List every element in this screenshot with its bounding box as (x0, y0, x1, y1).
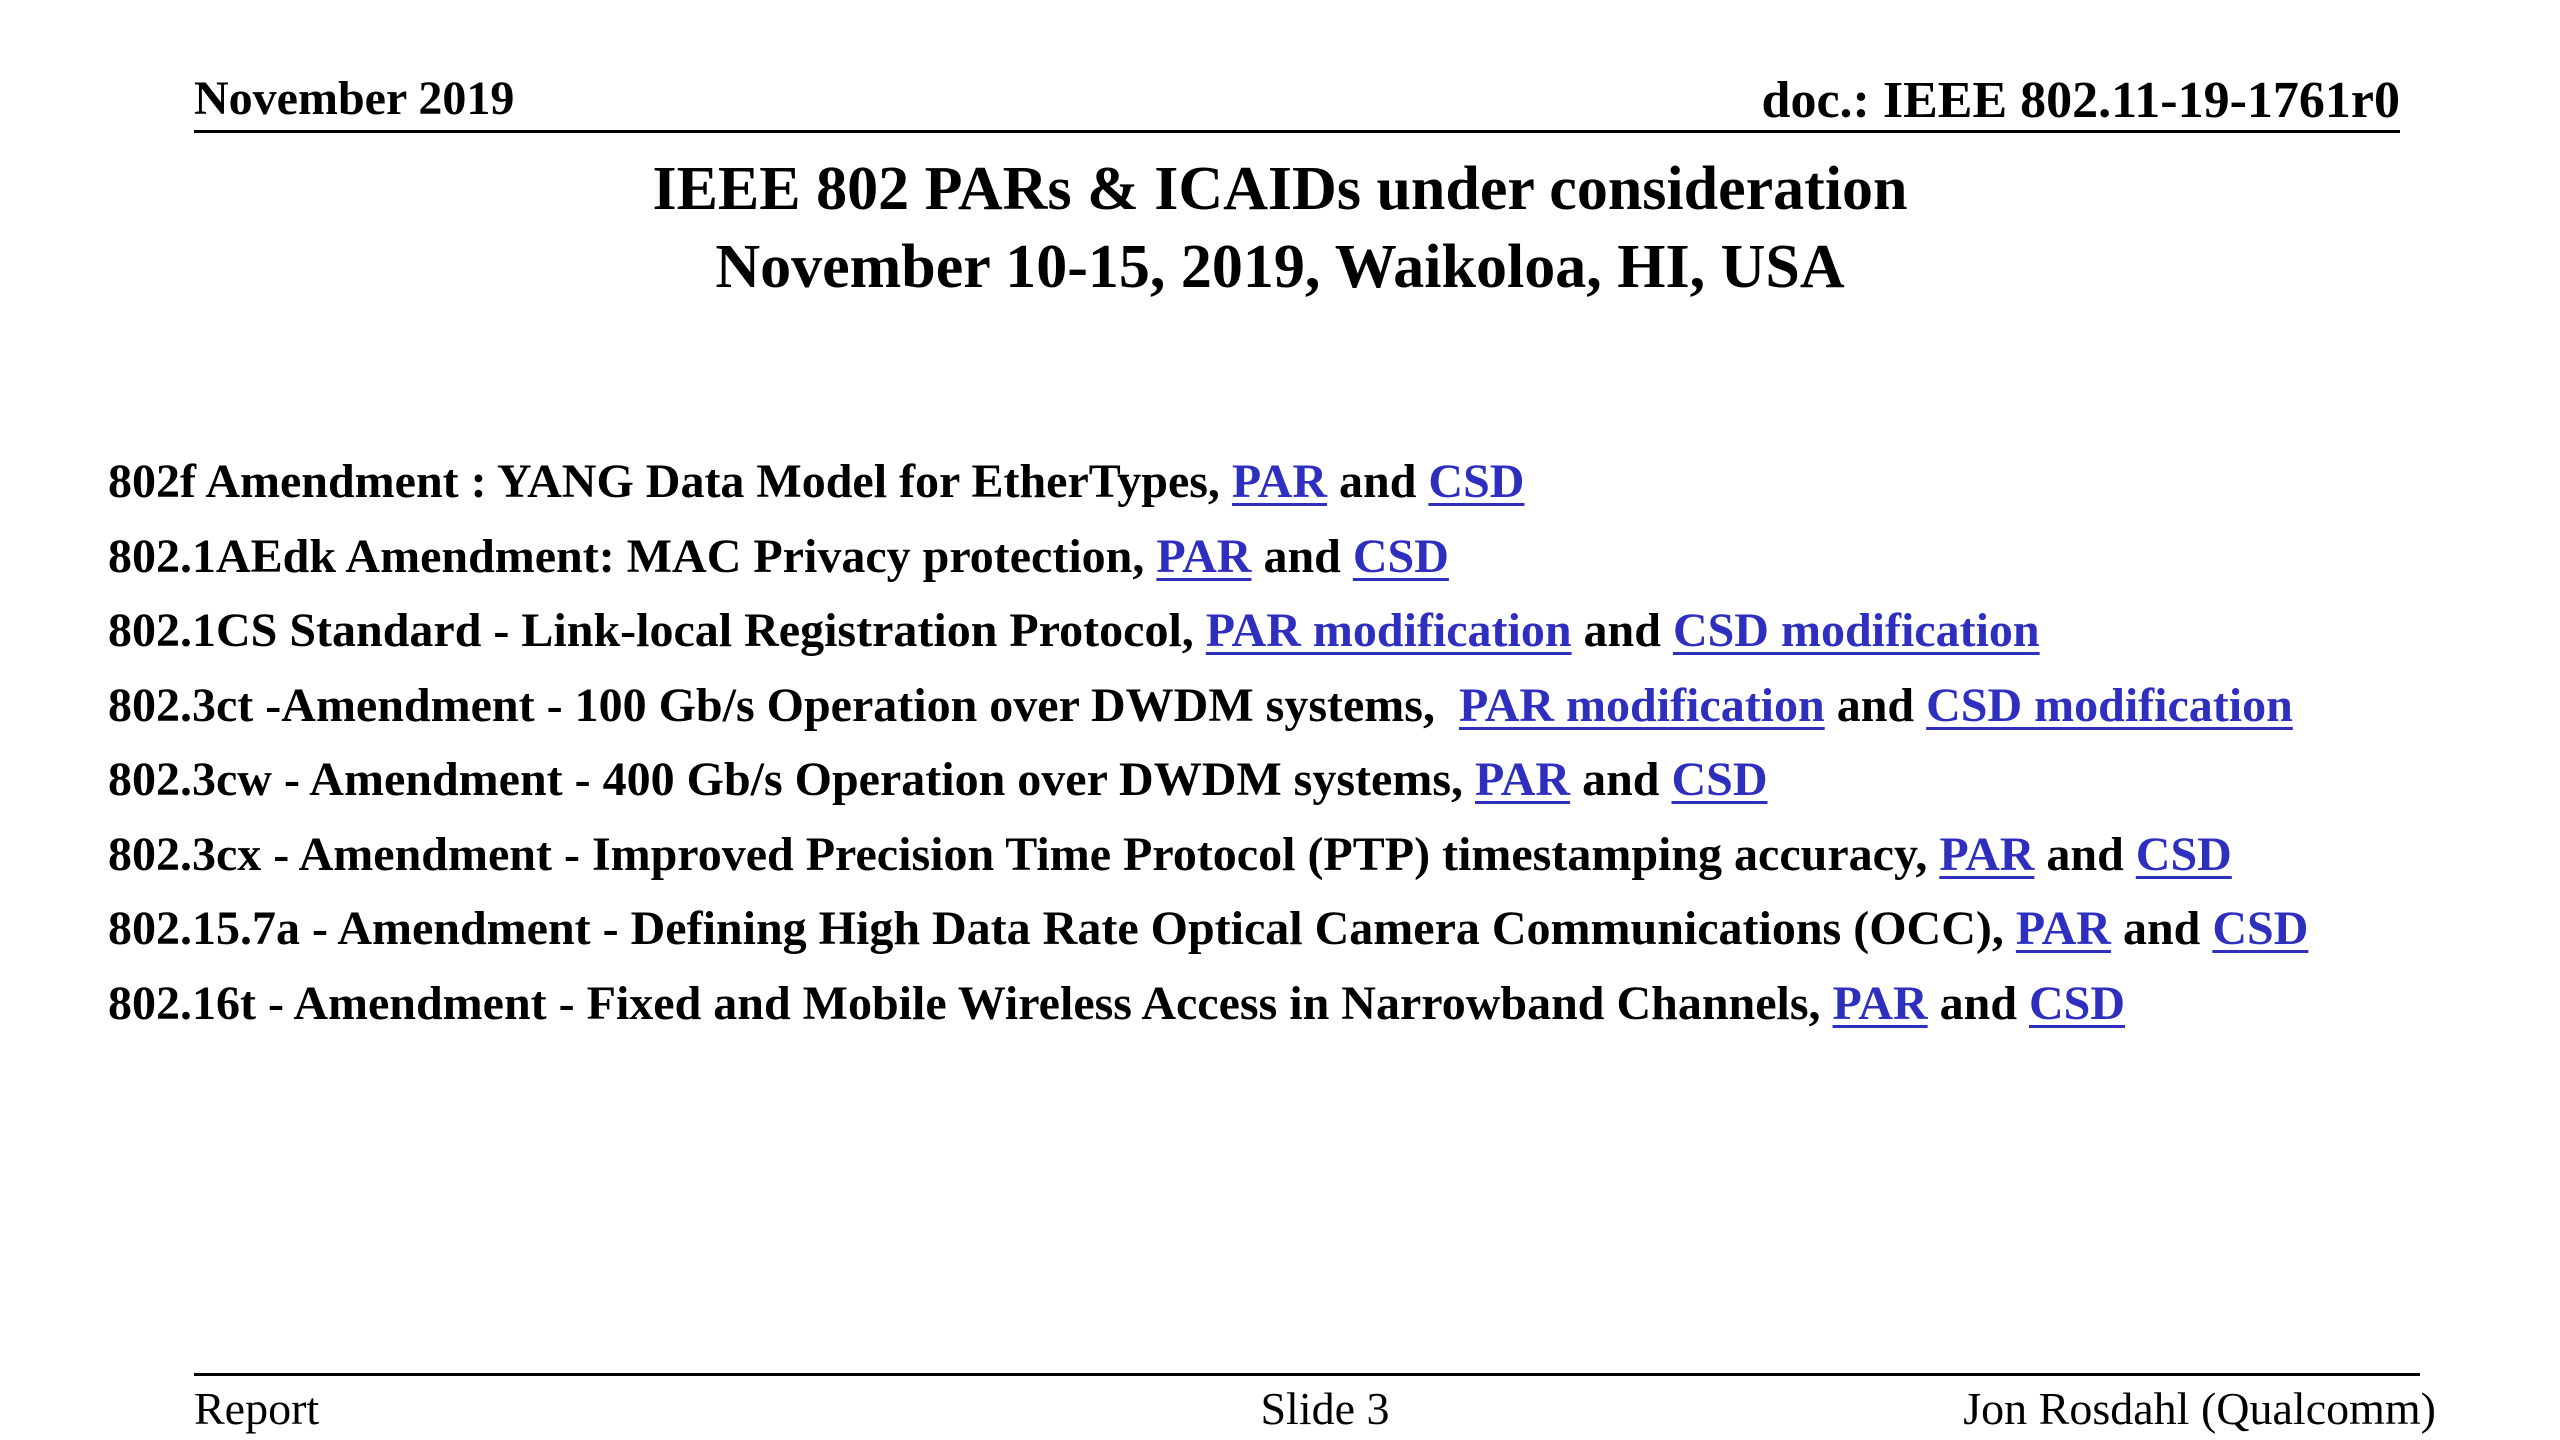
par-link[interactable]: PAR (2015, 902, 2111, 955)
item-text: 802.1AEdk Amendment: MAC Privacy protect… (108, 529, 1157, 583)
csd-modification-link[interactable]: CSD modification (1926, 678, 2293, 732)
item-text: 802.16t - Amendment - Fixed and Mobile W… (108, 976, 1833, 1030)
footer-author: Jon Rosdahl (Qualcomm) (1963, 1383, 2436, 1434)
item-joiner: and (1571, 604, 1673, 657)
par-modification-link[interactable]: PAR modification (1205, 604, 1572, 657)
item-joiner: and (2110, 902, 2213, 955)
par-link[interactable]: PAR (1832, 976, 1928, 1030)
title-line-2: November 10-15, 2019, Waikoloa, HI, USA (715, 233, 1845, 301)
list-item: 802.16t - Amendment - Fixed and Mobile W… (108, 967, 2548, 1042)
item-text: 802.3ct -Amendment - 100 Gb/s Operation … (108, 678, 1459, 732)
csd-link[interactable]: CSD (1671, 753, 1768, 806)
item-text: 802.3cw - Amendment - 400 Gb/s Operation… (108, 753, 1475, 806)
list-item: 802.1CS Standard - Link-local Registrati… (108, 594, 2548, 669)
list-item: 802.3ct -Amendment - 100 Gb/s Operation … (108, 669, 2548, 744)
header-doc-id: doc.: IEEE 802.11-19-1761r0 (1761, 72, 2400, 129)
list-item: 802.3cx - Amendment - Improved Precision… (108, 818, 2548, 893)
list-item: 802.3cw - Amendment - 400 Gb/s Operation… (108, 743, 2548, 818)
title-line-1: IEEE 802 PARs & ICAIDs under considerati… (652, 155, 1908, 223)
par-link[interactable]: PAR (1475, 753, 1571, 806)
slide-number: Slide 3 (1260, 1383, 1390, 1434)
slide-title: IEEE 802 PARs & ICAIDs under considerati… (0, 150, 2560, 306)
item-text: 802.1CS Standard - Link-local Registrati… (108, 604, 1206, 657)
list-item: 802.1AEdk Amendment: MAC Privacy protect… (108, 520, 2548, 595)
item-joiner: and (2034, 827, 2136, 881)
item-joiner: and (1327, 455, 1429, 508)
list-item: 802f Amendment : YANG Data Model for Eth… (108, 445, 2548, 520)
par-link[interactable]: PAR (1231, 455, 1328, 508)
footer-divider (194, 1373, 2420, 1376)
item-joiner: and (1570, 753, 1672, 806)
csd-link[interactable]: CSD (1428, 455, 1525, 508)
par-modification-link[interactable]: PAR modification (1458, 678, 1825, 732)
list-item: 802.15.7a - Amendment - Defining High Da… (108, 892, 2548, 967)
csd-link[interactable]: CSD (2135, 827, 2232, 881)
header-date: November 2019 (194, 72, 515, 125)
item-text: 802.3cx - Amendment - Improved Precision… (108, 827, 1940, 881)
item-text: 802f Amendment : YANG Data Model for Eth… (108, 455, 1232, 508)
par-link[interactable]: PAR (1156, 529, 1252, 583)
par-link[interactable]: PAR (1939, 827, 2035, 881)
csd-link[interactable]: CSD (1352, 529, 1449, 583)
csd-link[interactable]: CSD (2029, 976, 2126, 1030)
item-text: 802.15.7a - Amendment - Defining High Da… (108, 902, 2016, 955)
csd-link[interactable]: CSD (2212, 902, 2309, 955)
item-joiner: and (1927, 976, 2030, 1030)
item-joiner: and (1251, 529, 1353, 583)
item-joiner: and (1824, 678, 1927, 732)
csd-modification-link[interactable]: CSD modification (1672, 604, 2040, 657)
slide-header: November 2019 doc.: IEEE 802.11-19-1761r… (194, 72, 2400, 133)
footer-report: Report (194, 1383, 320, 1434)
par-list: 802f Amendment : YANG Data Model for Eth… (108, 445, 2548, 1041)
